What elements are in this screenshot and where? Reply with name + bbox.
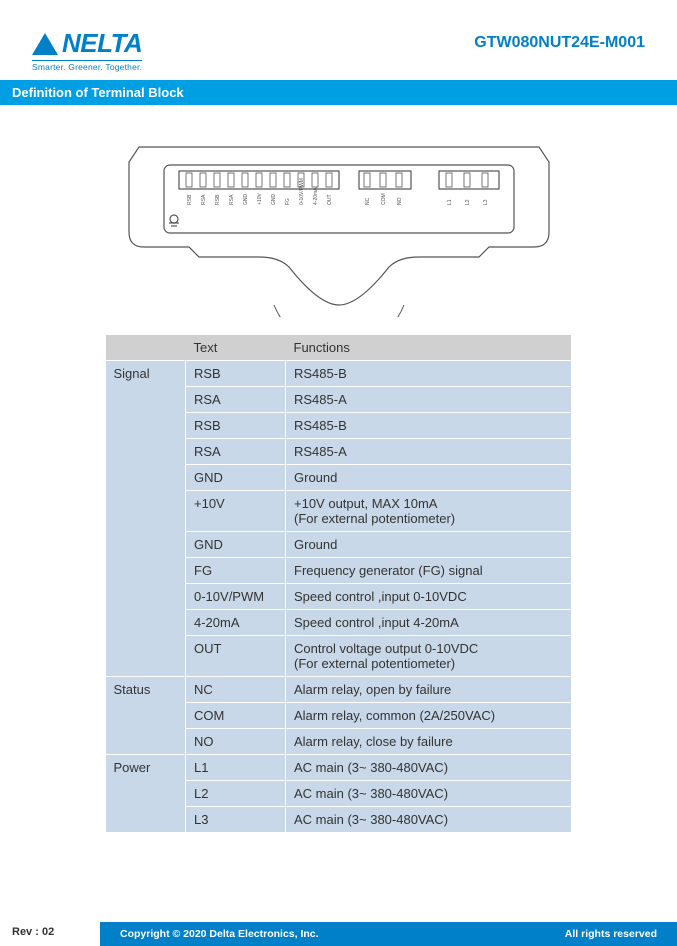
function-cell: RS485-A bbox=[286, 439, 572, 465]
section-title-bar: Definition of Terminal Block bbox=[0, 80, 677, 105]
text-cell: L1 bbox=[186, 755, 286, 781]
text-cell: RSB bbox=[186, 413, 286, 439]
function-cell: Speed control ,input 0-10VDC bbox=[286, 584, 572, 610]
svg-text:GND: GND bbox=[243, 194, 249, 206]
col-header-functions: Functions bbox=[286, 335, 572, 361]
group-cell: Status bbox=[106, 677, 186, 755]
text-cell: NC bbox=[186, 677, 286, 703]
svg-text:RSB: RSB bbox=[215, 194, 221, 205]
svg-text:+10V: +10V bbox=[257, 193, 263, 205]
footer-bar: Copyright © 2020 Delta Electronics, Inc.… bbox=[100, 922, 677, 946]
function-cell: Ground bbox=[286, 532, 572, 558]
function-cell: RS485-A bbox=[286, 387, 572, 413]
svg-text:RSA: RSA bbox=[229, 194, 235, 205]
text-cell: OUT bbox=[186, 636, 286, 677]
rights-text: All rights reserved bbox=[565, 928, 657, 940]
svg-text:L3: L3 bbox=[483, 199, 489, 205]
text-cell: 4-20mA bbox=[186, 610, 286, 636]
function-cell: Speed control ,input 4-20mA bbox=[286, 610, 572, 636]
svg-text:L2: L2 bbox=[465, 199, 471, 205]
svg-text:0-10V/PWM: 0-10V/PWM bbox=[299, 178, 305, 205]
function-cell: AC main (3~ 380-480VAC) bbox=[286, 755, 572, 781]
function-cell: AC main (3~ 380-480VAC) bbox=[286, 807, 572, 833]
svg-text:RSA: RSA bbox=[201, 194, 207, 205]
function-cell: Alarm relay, close by failure bbox=[286, 729, 572, 755]
text-cell: L2 bbox=[186, 781, 286, 807]
copyright-text: Copyright © 2020 Delta Electronics, Inc. bbox=[120, 928, 319, 940]
svg-text:RSB: RSB bbox=[187, 194, 193, 205]
group-cell: Signal bbox=[106, 361, 186, 677]
svg-text:NO: NO bbox=[397, 197, 403, 205]
svg-text:COM: COM bbox=[381, 193, 387, 205]
function-cell: Control voltage output 0-10VDC(For exter… bbox=[286, 636, 572, 677]
text-cell: GND bbox=[186, 532, 286, 558]
function-cell: Alarm relay, common (2A/250VAC) bbox=[286, 703, 572, 729]
page-footer: Rev : 02 Copyright © 2020 Delta Electron… bbox=[0, 922, 677, 946]
group-cell: Power bbox=[106, 755, 186, 833]
text-cell: +10V bbox=[186, 491, 286, 532]
svg-text:4-20mA: 4-20mA bbox=[313, 187, 319, 205]
text-cell: NO bbox=[186, 729, 286, 755]
svg-text:NC: NC bbox=[365, 197, 371, 205]
text-cell: RSA bbox=[186, 387, 286, 413]
text-cell: RSA bbox=[186, 439, 286, 465]
function-cell: Alarm relay, open by failure bbox=[286, 677, 572, 703]
model-number: GTW080NUT24E-M001 bbox=[474, 34, 645, 52]
text-cell: L3 bbox=[186, 807, 286, 833]
function-cell: +10V output, MAX 10mA(For external poten… bbox=[286, 491, 572, 532]
revision-label: Rev : 02 bbox=[0, 922, 100, 946]
text-cell: FG bbox=[186, 558, 286, 584]
svg-text:GND: GND bbox=[271, 194, 277, 206]
brand-name: NELTA bbox=[62, 28, 142, 59]
function-cell: AC main (3~ 380-480VAC) bbox=[286, 781, 572, 807]
function-cell: RS485-B bbox=[286, 361, 572, 387]
function-cell: Frequency generator (FG) signal bbox=[286, 558, 572, 584]
page-header: NELTA Smarter. Greener. Together. GTW080… bbox=[0, 0, 677, 76]
function-cell: RS485-B bbox=[286, 413, 572, 439]
svg-text:OUT: OUT bbox=[327, 194, 333, 205]
table-header-row: Text Functions bbox=[106, 335, 572, 361]
logo-block: NELTA Smarter. Greener. Together. bbox=[32, 28, 142, 72]
function-cell: Ground bbox=[286, 465, 572, 491]
brand-tagline: Smarter. Greener. Together. bbox=[32, 60, 142, 72]
text-cell: RSB bbox=[186, 361, 286, 387]
svg-text:FG: FG bbox=[285, 198, 291, 205]
text-cell: GND bbox=[186, 465, 286, 491]
text-cell: COM bbox=[186, 703, 286, 729]
col-header-text: Text bbox=[186, 335, 286, 361]
text-cell: 0-10V/PWM bbox=[186, 584, 286, 610]
logo-triangle-icon bbox=[32, 33, 58, 55]
terminal-diagram-container: RSB RSA RSB RSA GND +10V GND FG 0-10V/PWM 4-20mA O… bbox=[0, 105, 677, 335]
col-header-group bbox=[106, 335, 186, 361]
table-row: StatusNCAlarm relay, open by failure bbox=[106, 677, 572, 703]
table-row: PowerL1AC main (3~ 380-480VAC) bbox=[106, 755, 572, 781]
table-row: SignalRSBRS485-B bbox=[106, 361, 572, 387]
terminal-block-diagram: RSB RSA RSB RSA GND +10V GND FG 0-10V/PWM 4-20mA O… bbox=[119, 137, 559, 317]
svg-text:L1: L1 bbox=[447, 199, 453, 205]
terminal-definition-table: Text Functions SignalRSBRS485-BRSARS485-… bbox=[106, 335, 572, 833]
